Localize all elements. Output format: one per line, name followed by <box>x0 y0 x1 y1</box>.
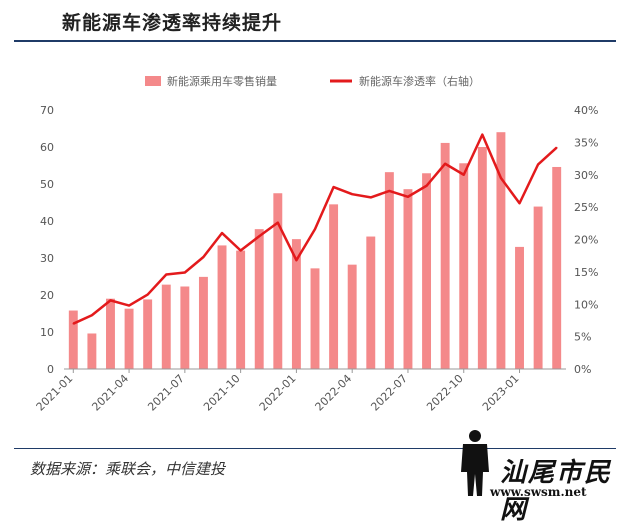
bar <box>440 142 450 369</box>
bar <box>384 172 394 369</box>
bar <box>329 204 339 369</box>
bar <box>273 193 283 369</box>
line-point <box>407 195 409 198</box>
line-series <box>72 133 558 325</box>
line-point <box>72 322 75 325</box>
x-tick-label: 2021-01 <box>34 372 76 414</box>
line-point <box>500 177 502 179</box>
line-point <box>184 271 186 274</box>
line-point <box>555 146 558 149</box>
bar <box>217 245 227 369</box>
chart: 新能源乘用车零售销量 新能源车渗透率（右轴） 0 10 20 30 40 50 60 70 0%… <box>34 74 599 414</box>
line-point <box>444 162 446 165</box>
bar <box>533 206 543 369</box>
bar <box>422 173 432 369</box>
line-point <box>332 186 335 188</box>
line-point <box>537 163 539 166</box>
y-left-tick-label: 50 <box>40 178 54 191</box>
bar <box>68 310 78 369</box>
line-point <box>146 293 149 296</box>
page-title: 新能源车渗透率持续提升 <box>62 12 283 34</box>
bar <box>106 298 115 369</box>
x-tick-label: 2021-04 <box>89 372 131 414</box>
bar <box>403 189 413 369</box>
line-point <box>239 249 242 252</box>
y-right-tick-label: 10% <box>574 298 598 311</box>
bar <box>124 308 134 369</box>
bar <box>254 229 264 369</box>
line-point <box>388 190 391 192</box>
x-tick-label: 2023-01 <box>480 372 522 414</box>
bar <box>347 264 357 369</box>
line-point <box>91 314 93 317</box>
y-right-tick-label: 20% <box>574 234 598 247</box>
line-point <box>314 228 316 230</box>
bar <box>180 286 190 369</box>
y-right-tick-label: 15% <box>574 266 598 279</box>
line-point <box>481 133 484 136</box>
legend-bar-swatch <box>145 76 161 86</box>
y-left-tick-label: 60 <box>40 141 54 154</box>
y-right-tick-label: 0% <box>574 363 591 376</box>
bar <box>291 239 301 369</box>
line-point <box>277 221 279 224</box>
source-note: 数据来源：乘联会，中信建投 <box>30 460 226 478</box>
line-point <box>462 173 465 176</box>
watermark-url: www.swsm.net <box>490 485 587 499</box>
y-right-tick-label: 5% <box>574 331 591 344</box>
y-left-tick-label: 30 <box>40 252 54 265</box>
line-point <box>369 196 372 199</box>
line-point <box>202 256 205 258</box>
y-left-tick-label: 20 <box>40 289 54 302</box>
line-point <box>295 259 298 262</box>
bar <box>87 333 97 369</box>
x-tick-label: 2022-01 <box>257 372 299 414</box>
y-right-tick-label: 30% <box>574 169 598 182</box>
bar <box>236 250 246 369</box>
legend-line-label: 新能源车渗透率（右轴） <box>359 74 480 88</box>
bar <box>515 246 524 369</box>
x-tick-label: 2022-10 <box>424 372 466 414</box>
line-point <box>128 304 130 307</box>
line-point <box>109 299 112 302</box>
x-tick-label: 2021-07 <box>145 372 187 414</box>
line-point <box>258 235 261 238</box>
bar <box>496 132 506 369</box>
bar <box>161 284 171 369</box>
bar <box>477 147 487 369</box>
line-point <box>165 273 168 276</box>
bar <box>552 166 562 369</box>
header-divider <box>14 40 616 42</box>
y-right-tick-label: 40% <box>574 104 598 117</box>
y-left-tick-label: 40 <box>40 215 54 228</box>
legend-bar-label: 新能源乘用车零售销量 <box>167 74 277 88</box>
bar <box>198 276 208 369</box>
bar <box>366 236 376 369</box>
legend: 新能源乘用车零售销量 新能源车渗透率（右轴） <box>145 74 480 88</box>
bar <box>310 268 320 369</box>
y-left-tick-label: 0 <box>47 363 54 376</box>
y-right-tick-label: 25% <box>574 201 598 214</box>
watermark-figure-icon <box>461 430 489 496</box>
line-point <box>351 193 353 195</box>
footer-divider <box>14 448 616 449</box>
y-left-tick-label: 10 <box>40 326 54 339</box>
bar-series <box>68 132 562 369</box>
x-tick-label: 2021-10 <box>201 372 243 414</box>
line-point <box>221 232 223 234</box>
line-point <box>425 184 428 187</box>
y-right-tick-label: 35% <box>574 136 598 149</box>
y-left-tick-label: 70 <box>40 104 54 117</box>
bar <box>459 163 469 369</box>
x-tick-label: 2022-07 <box>368 372 410 414</box>
line-point <box>518 202 521 205</box>
bar <box>143 299 153 369</box>
x-tick-label: 2022-04 <box>313 372 355 414</box>
